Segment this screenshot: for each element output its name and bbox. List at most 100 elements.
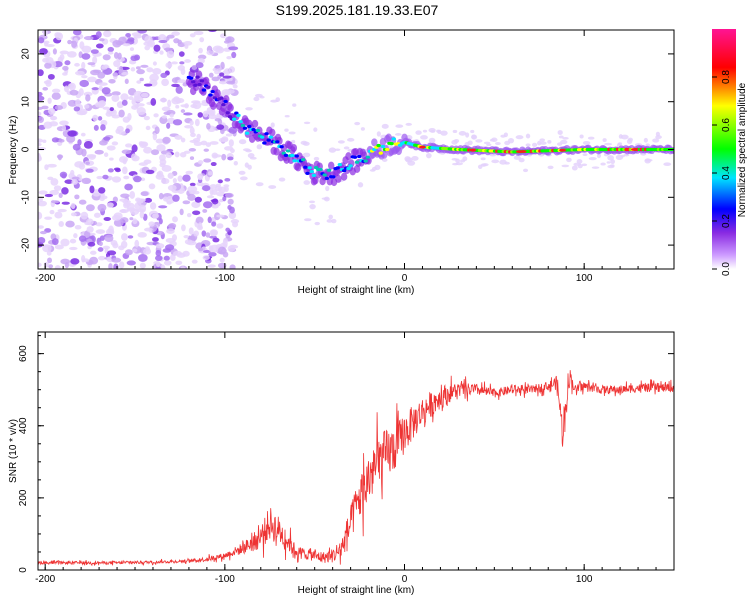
heatmap-ridge-core [210,89,215,94]
heatmap-noise-blob [120,240,128,249]
heatmap-noise-blob [220,33,227,39]
heatmap-noise-blob [74,62,80,67]
heatmap-noise-blob [200,140,208,146]
heatmap-noise-blob [53,185,62,192]
heatmap-faint-blob [602,138,607,143]
heatmap-noise-blob [106,202,114,208]
heatmap-faint-blob [486,143,492,147]
heatmap-ridge-core [195,75,200,79]
heatmap-noise-blob [193,30,204,36]
heatmap-faint-blob [302,152,311,158]
heatmap-noise-blob [217,179,223,184]
heatmap-noise-blob [118,65,124,74]
heatmap-noise-blob [113,51,119,59]
heatmap-noise-blob [38,190,48,195]
heatmap-noise-blob [140,92,149,98]
heatmap-noise-blob [180,68,186,75]
heatmap-ytick-label: 20 [21,48,32,60]
heatmap-faint-blob [300,140,308,145]
heatmap-noise-blob [143,83,153,87]
heatmap-noise-blob [227,204,232,210]
heatmap-noise-blob [81,75,88,79]
heatmap-faint-blob [328,214,333,220]
heatmap-faint-blob [458,130,467,136]
heatmap-faint-blob [360,127,365,131]
heatmap-noise-blob [177,79,187,84]
heatmap-ridge-core [255,128,261,133]
heatmap-ridge-halo [345,152,352,161]
heatmap-ridge-core [389,142,394,146]
heatmap-faint-blob [539,141,547,145]
heatmap-noise-blob [155,255,163,262]
heatmap-ridge-core [275,140,280,144]
heatmap-noise-blob [202,201,213,209]
heatmap-faint-blob [587,136,595,140]
heatmap-noise-blob [184,239,193,245]
heatmap-noise-blob [216,223,224,229]
heatmap-hotspot [418,145,426,149]
heatmap-noise-blob [38,236,46,244]
heatmap-noise-blob [153,44,161,52]
heatmap-noise-blob [58,192,63,198]
heatmap-noise-blob [180,266,186,269]
heatmap-ridge-core [292,159,297,163]
heatmap-noise-blob [137,30,147,34]
heatmap-faint-blob [278,177,286,182]
heatmap-noise-blob [103,216,111,221]
heatmap-noise-blob [228,126,238,134]
heatmap-faint-blob [507,137,515,144]
heatmap-noise-blob [228,211,237,220]
heatmap-noise-blob [118,130,126,136]
heatmap-noise-blob [69,238,77,244]
heatmap-faint-blob [562,137,569,140]
heatmap-ridge-halo [371,138,378,147]
heatmap-noise-blob [189,182,196,187]
heatmap-ridge-core [357,154,362,159]
heatmap-noise-blob [52,88,61,93]
heatmap-noise-blob [163,111,172,116]
heatmap-ridge-core [311,173,317,177]
heatmap-ridge-core [264,132,269,136]
heatmap-noise-blob [191,201,201,209]
heatmap-noise-blob [87,62,96,66]
heatmap-noise-blob [132,218,138,225]
heatmap-noise-blob [102,106,110,110]
heatmap-noise-blob [136,107,146,116]
heatmap-faint-blob [606,161,611,164]
heatmap-noise-blob [99,140,108,146]
heatmap-noise-blob [106,250,117,256]
heatmap-noise-blob [191,64,198,71]
heatmap-noise-blob [74,225,82,230]
heatmap-faint-blob [491,137,498,143]
heatmap-noise-blob [67,39,72,45]
heatmap-faint-blob [615,154,624,160]
heatmap-ridge-core [352,155,358,159]
heatmap-noise-blob [103,30,112,38]
heatmap-noise-blob [202,208,208,213]
colorbar-tick-label: 0.8 [721,70,732,84]
heatmap-ridge-core [238,120,243,124]
heatmap-ridge-core [240,123,246,128]
heatmap-ridge-core [326,168,332,172]
heatmap-noise-blob [38,91,43,97]
heatmap-faint-blob [323,196,330,202]
heatmap-noise-blob [159,50,164,55]
heatmap-noise-blob [124,78,129,85]
colorbar-label: Normalized spectral amplitude [737,82,748,217]
heatmap-noise-blob [59,120,69,126]
heatmap-noise-blob [136,80,142,84]
heatmap-noise-blob [198,247,204,252]
heatmap-noise-blob [85,161,90,165]
heatmap-noise-blob [189,126,195,135]
heatmap-noise-blob [141,141,149,147]
heatmap-faint-blob [395,124,404,128]
heatmap-noise-blob [97,116,103,121]
heatmap-noise-blob [192,210,201,216]
heatmap-noise-blob [159,97,168,103]
heatmap-noise-blob [87,76,97,83]
heatmap-noise-blob [153,113,159,118]
heatmap-noise-blob [85,204,95,212]
heatmap-noise-blob [229,264,236,269]
heatmap-ridge-core [199,79,205,83]
heatmap-ridge-halo [220,103,227,112]
